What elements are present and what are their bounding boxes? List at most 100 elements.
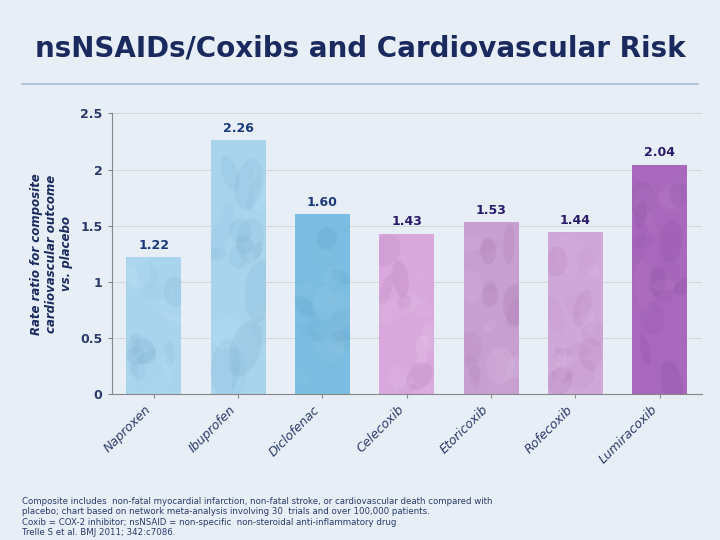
Text: 2.26: 2.26 (222, 122, 253, 135)
Ellipse shape (299, 325, 321, 342)
Ellipse shape (333, 289, 353, 326)
Ellipse shape (469, 365, 481, 389)
Ellipse shape (402, 291, 419, 309)
Ellipse shape (389, 365, 413, 393)
Ellipse shape (653, 279, 675, 292)
Ellipse shape (132, 339, 156, 364)
Ellipse shape (670, 183, 686, 206)
Ellipse shape (334, 325, 346, 354)
Ellipse shape (253, 242, 262, 259)
Ellipse shape (552, 348, 564, 362)
Ellipse shape (136, 261, 159, 287)
Ellipse shape (316, 227, 337, 250)
Ellipse shape (554, 350, 567, 384)
Ellipse shape (244, 261, 274, 322)
Ellipse shape (326, 317, 338, 332)
Ellipse shape (486, 248, 503, 262)
Ellipse shape (331, 269, 349, 284)
Ellipse shape (567, 359, 595, 389)
Ellipse shape (466, 353, 480, 382)
Ellipse shape (420, 334, 431, 347)
Ellipse shape (552, 366, 574, 383)
Ellipse shape (488, 369, 513, 400)
Ellipse shape (392, 260, 409, 297)
Ellipse shape (379, 274, 393, 306)
Ellipse shape (128, 346, 144, 365)
Ellipse shape (660, 360, 683, 405)
Ellipse shape (652, 256, 680, 303)
Ellipse shape (631, 235, 654, 249)
Ellipse shape (657, 180, 685, 213)
Ellipse shape (124, 267, 138, 292)
Ellipse shape (483, 320, 496, 333)
Ellipse shape (247, 174, 261, 211)
Ellipse shape (235, 235, 254, 254)
Ellipse shape (229, 246, 248, 269)
Ellipse shape (397, 294, 412, 308)
Ellipse shape (640, 302, 665, 334)
Text: 2.04: 2.04 (644, 146, 675, 159)
Ellipse shape (400, 298, 426, 315)
Ellipse shape (657, 190, 681, 208)
Ellipse shape (372, 234, 400, 266)
Ellipse shape (251, 318, 271, 346)
Ellipse shape (324, 267, 340, 287)
Ellipse shape (635, 260, 653, 313)
Ellipse shape (495, 353, 507, 362)
Ellipse shape (567, 343, 592, 357)
Ellipse shape (573, 289, 593, 327)
Text: 1.53: 1.53 (476, 204, 507, 217)
Ellipse shape (164, 341, 174, 367)
Ellipse shape (130, 358, 145, 380)
Ellipse shape (405, 295, 433, 318)
Ellipse shape (235, 159, 264, 210)
Ellipse shape (660, 220, 682, 262)
Bar (127, 257, 181, 394)
Bar (295, 214, 350, 394)
Ellipse shape (210, 203, 234, 259)
Text: Composite includes  non-fatal myocardial infarction, non-fatal stroke, or cardio: Composite includes non-fatal myocardial … (22, 497, 492, 537)
Ellipse shape (397, 384, 415, 395)
Ellipse shape (406, 363, 433, 389)
Ellipse shape (142, 284, 170, 300)
Ellipse shape (316, 328, 345, 363)
Ellipse shape (628, 182, 655, 218)
Ellipse shape (237, 218, 264, 264)
Ellipse shape (505, 356, 526, 379)
Text: 1.44: 1.44 (560, 214, 591, 227)
Ellipse shape (480, 238, 496, 264)
Ellipse shape (148, 377, 168, 394)
Ellipse shape (415, 334, 428, 366)
Bar (464, 222, 518, 394)
Ellipse shape (484, 280, 496, 295)
Ellipse shape (230, 219, 252, 243)
Ellipse shape (581, 322, 607, 345)
Ellipse shape (161, 312, 183, 323)
Ellipse shape (228, 320, 262, 377)
Ellipse shape (554, 347, 571, 356)
Ellipse shape (252, 166, 266, 212)
Ellipse shape (646, 212, 657, 237)
Ellipse shape (570, 377, 585, 390)
Ellipse shape (456, 331, 482, 365)
Ellipse shape (204, 247, 227, 261)
Ellipse shape (634, 187, 654, 217)
Ellipse shape (288, 283, 317, 300)
Text: 1.60: 1.60 (307, 196, 338, 209)
Ellipse shape (626, 227, 646, 278)
Ellipse shape (312, 242, 333, 262)
Ellipse shape (503, 285, 528, 326)
Ellipse shape (554, 237, 582, 275)
Ellipse shape (328, 340, 346, 354)
Ellipse shape (580, 300, 596, 335)
Ellipse shape (251, 308, 274, 359)
Ellipse shape (220, 156, 240, 192)
Ellipse shape (503, 224, 515, 264)
Ellipse shape (634, 201, 647, 230)
Ellipse shape (648, 267, 667, 296)
Ellipse shape (544, 296, 565, 333)
Ellipse shape (126, 255, 150, 288)
Text: 1.43: 1.43 (392, 215, 422, 228)
Bar (632, 165, 687, 394)
Ellipse shape (125, 367, 136, 389)
